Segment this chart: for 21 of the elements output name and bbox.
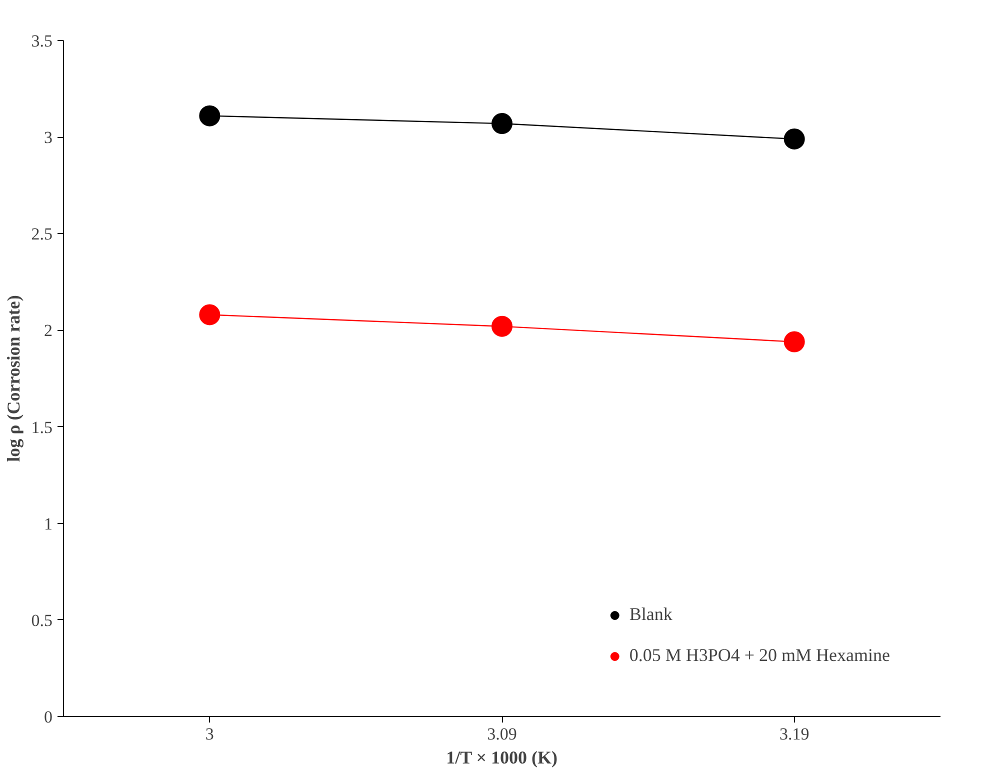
y-tick-label: 1.5: [31, 418, 52, 437]
legend-label: Blank: [629, 604, 672, 625]
point: [784, 331, 805, 352]
y-tick-label: 3: [44, 128, 52, 148]
y-tick-label: 2.5: [31, 224, 52, 244]
y-tick-label: 0: [44, 708, 52, 726]
y-tick-label: 3.5: [31, 32, 52, 50]
y-tick-label: 2: [44, 321, 52, 340]
point: [784, 128, 805, 150]
x-axis-title: 1/T × 1000 (K): [446, 748, 558, 768]
y-tick-label: 1: [44, 514, 52, 534]
point: [492, 113, 512, 134]
point: [199, 105, 220, 126]
x-tick-label: 3.19: [779, 724, 810, 744]
point: [199, 304, 220, 326]
x-tick-label: 3: [205, 724, 214, 744]
x-tick-label: 3.09: [487, 724, 517, 744]
y-tick-label: 0.5: [31, 610, 52, 630]
y-axis-title: log ρ (Corrosion rate): [3, 295, 24, 462]
point: [492, 316, 512, 337]
legend-label: 0.05 M H3PO4 + 20 mM Hexamine: [629, 645, 890, 666]
